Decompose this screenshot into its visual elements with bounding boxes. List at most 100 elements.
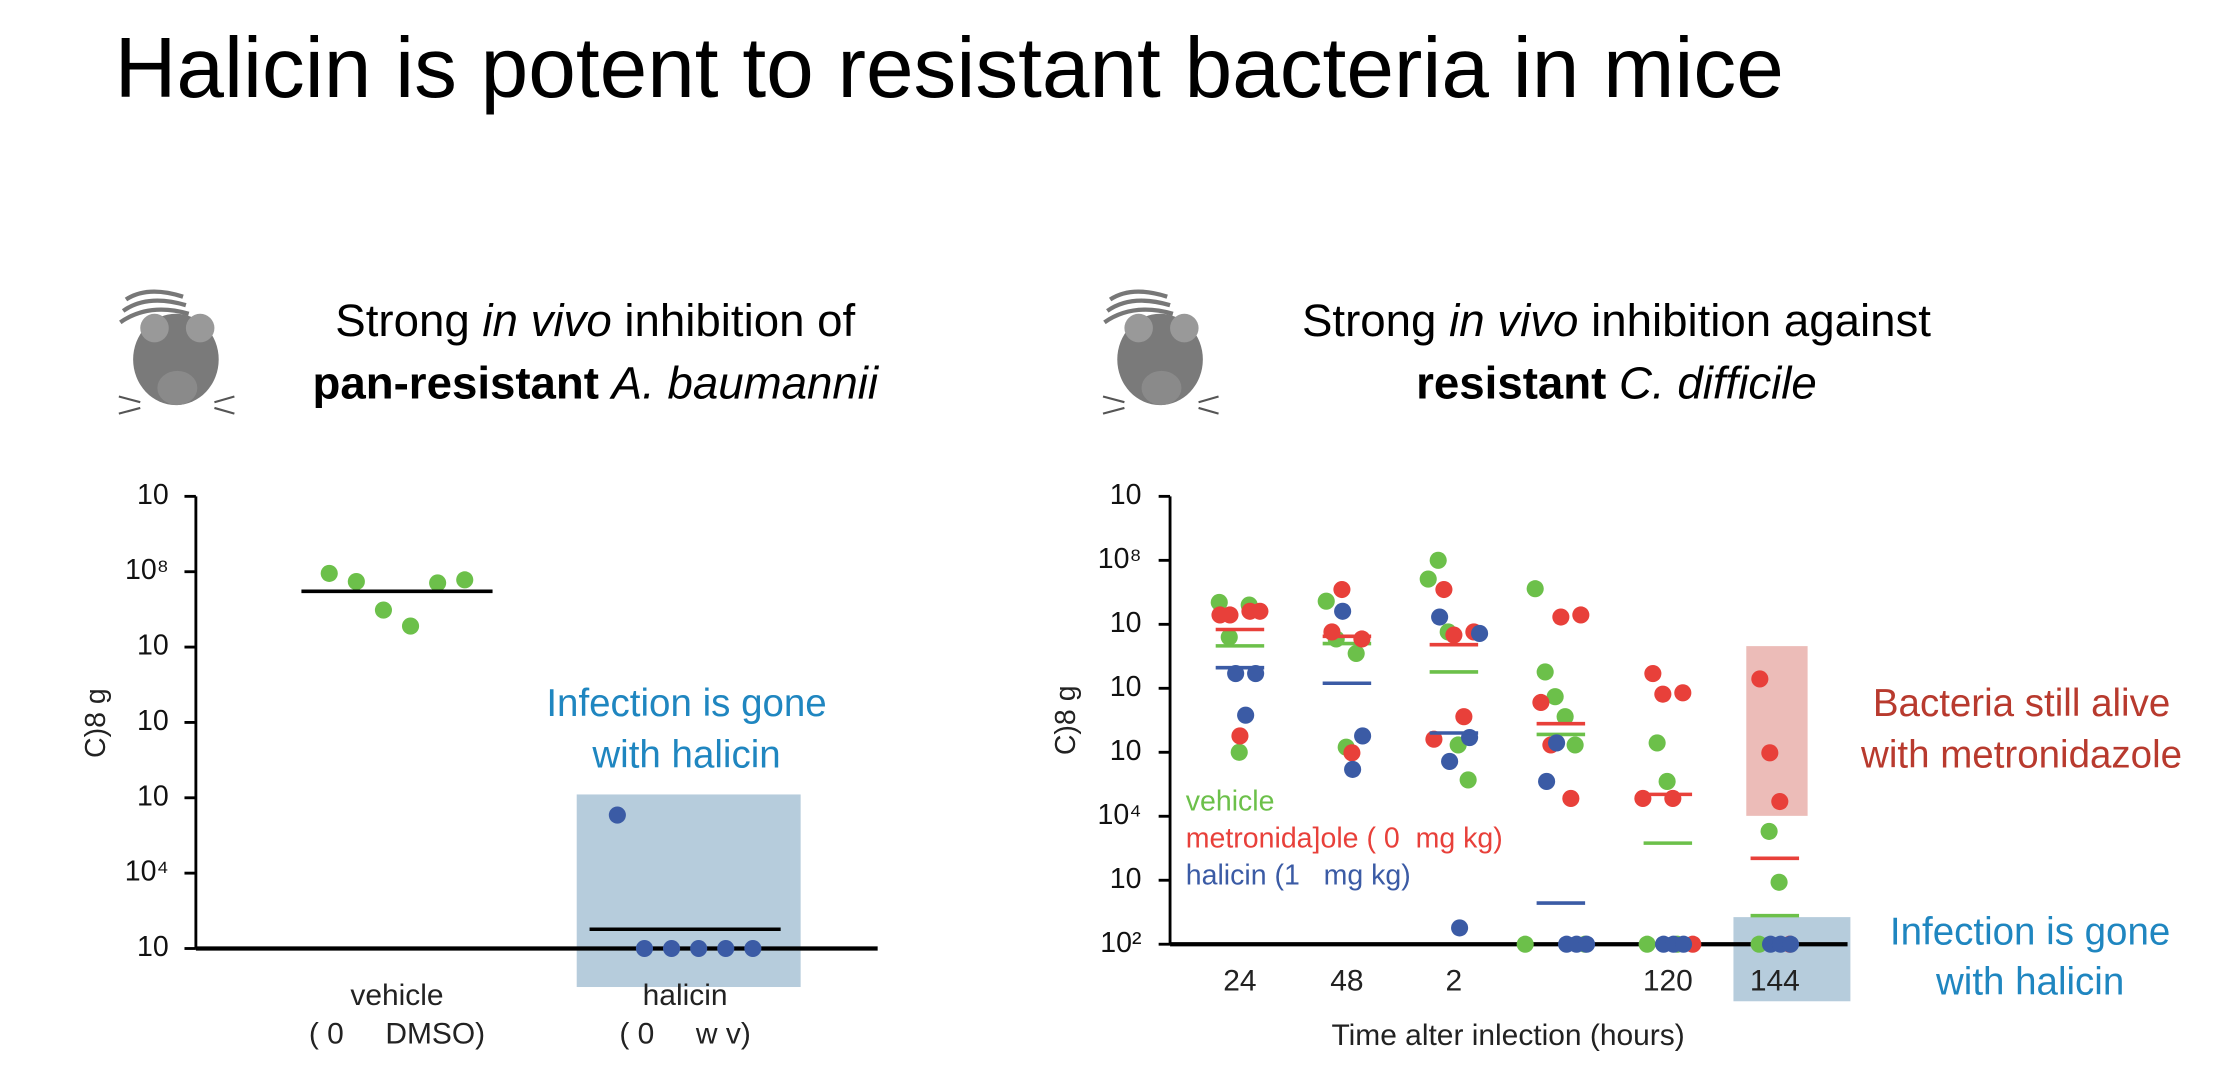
data-point	[1431, 608, 1449, 626]
data-point	[1317, 592, 1335, 610]
data-point	[1552, 608, 1570, 626]
y-tick-label: 10	[1110, 863, 1142, 895]
data-point	[1546, 688, 1564, 706]
x-tick-label: 120	[1643, 965, 1693, 998]
y-tick-label: 10	[1110, 735, 1142, 767]
y-axis-label: C)8 g	[80, 688, 112, 758]
data-point	[1353, 630, 1371, 648]
data-point	[401, 617, 420, 635]
y-tick-label: 10⁸	[1098, 543, 1142, 575]
data-point	[1760, 822, 1778, 840]
data-point	[1654, 685, 1672, 703]
data-point	[1562, 789, 1580, 807]
data-point	[1516, 935, 1534, 953]
data-point	[1771, 792, 1789, 811]
title-part: Strong	[335, 295, 482, 346]
data-point	[1572, 606, 1590, 624]
chart-title: pan-resistant A. baumannii	[313, 358, 880, 409]
data-point	[662, 939, 681, 958]
data-point	[635, 939, 654, 958]
data-point	[1459, 771, 1477, 789]
data-point	[1435, 580, 1453, 599]
x-tick-label: 144	[1750, 965, 1800, 998]
data-point	[1577, 935, 1596, 953]
mouse-icon	[1102, 289, 1219, 415]
data-point	[1425, 730, 1443, 748]
data-point	[1441, 752, 1459, 770]
chart-title: resistant C. difficile	[1416, 358, 1817, 409]
data-point	[1419, 570, 1437, 588]
data-point	[1664, 789, 1682, 807]
y-tick-label: 10	[137, 931, 169, 963]
x-tick-label: 2	[1446, 965, 1463, 998]
data-point	[1781, 935, 1800, 953]
title-part: A. baumannii	[609, 358, 880, 409]
y-tick-label: 10	[137, 705, 169, 737]
data-point	[1451, 919, 1469, 937]
data-point	[717, 939, 735, 958]
data-point	[1761, 744, 1779, 762]
annotation-text: Infection is gone	[546, 682, 826, 725]
y-tick-label: 10⁴	[1098, 799, 1142, 831]
data-point	[1770, 873, 1788, 891]
x-tick-note: ( 0 w v)	[619, 1017, 750, 1050]
x-axis-label: Time alter inlection (hours)	[1331, 1019, 1684, 1052]
data-point	[1648, 734, 1666, 752]
data-point	[1445, 626, 1463, 644]
data-point	[456, 571, 474, 589]
data-point	[1231, 727, 1249, 745]
data-point	[1751, 670, 1769, 688]
y-tick-label: 10⁴	[125, 856, 169, 888]
legend-entry: metronida]ole ( 0 mg kg)	[1186, 823, 1503, 855]
y-tick-label: 10	[1110, 607, 1142, 639]
data-point	[1230, 743, 1248, 761]
legend-entry: vehicle	[1186, 786, 1275, 818]
annotation-text: with metronidazole	[1860, 734, 2182, 777]
data-point	[1333, 580, 1351, 599]
data-point	[1237, 706, 1255, 724]
data-point	[1674, 684, 1692, 702]
legend-entry: halicin (1 mg kg)	[1186, 860, 1411, 892]
data-point	[1354, 727, 1372, 745]
data-point	[347, 573, 365, 591]
y-tick-label: 10	[1110, 479, 1142, 511]
mouse-icon	[118, 289, 235, 415]
chart-title: Strong in vivo inhibition against	[1302, 295, 1931, 346]
title-part: inhibition of	[612, 295, 856, 346]
annotation-text: Bacteria still alive	[1873, 682, 2170, 725]
data-point	[1343, 744, 1361, 762]
data-point	[1334, 602, 1352, 620]
data-point	[1347, 644, 1365, 663]
y-tick-label: 10	[137, 630, 169, 662]
data-point	[1674, 935, 1693, 953]
x-tick-label: halicin	[643, 979, 728, 1012]
y-tick-label: 10	[137, 780, 169, 812]
data-point	[1526, 580, 1544, 598]
title-part: in vivo	[482, 295, 611, 346]
data-point	[1251, 602, 1269, 620]
data-point	[1556, 708, 1574, 726]
data-point	[1455, 708, 1473, 726]
data-point	[1532, 693, 1550, 712]
slide-title: Halicin is potent to resistant bacteria …	[115, 21, 1784, 116]
data-point	[608, 806, 626, 824]
title-part: inhibition against	[1578, 295, 1931, 346]
data-point	[1344, 760, 1362, 778]
data-point	[1538, 772, 1556, 791]
x-tick-note: ( 0 DMSO)	[309, 1017, 485, 1050]
title-part: Strong	[1302, 295, 1449, 346]
y-tick-label: 10²	[1100, 927, 1141, 959]
y-tick-label: 10	[1110, 671, 1142, 703]
chart-title: Strong in vivo inhibition of	[335, 295, 855, 346]
title-part: C. difficile	[1619, 358, 1817, 409]
x-tick-label: 48	[1330, 965, 1363, 998]
x-tick-label: 24	[1223, 965, 1256, 998]
data-point	[1634, 789, 1652, 807]
annotation-text: with halicin	[591, 734, 780, 777]
data-point	[1548, 734, 1566, 752]
data-point	[1536, 663, 1554, 681]
data-point	[1566, 736, 1584, 754]
annotation-box	[1733, 917, 1851, 1002]
data-point	[1221, 606, 1239, 624]
